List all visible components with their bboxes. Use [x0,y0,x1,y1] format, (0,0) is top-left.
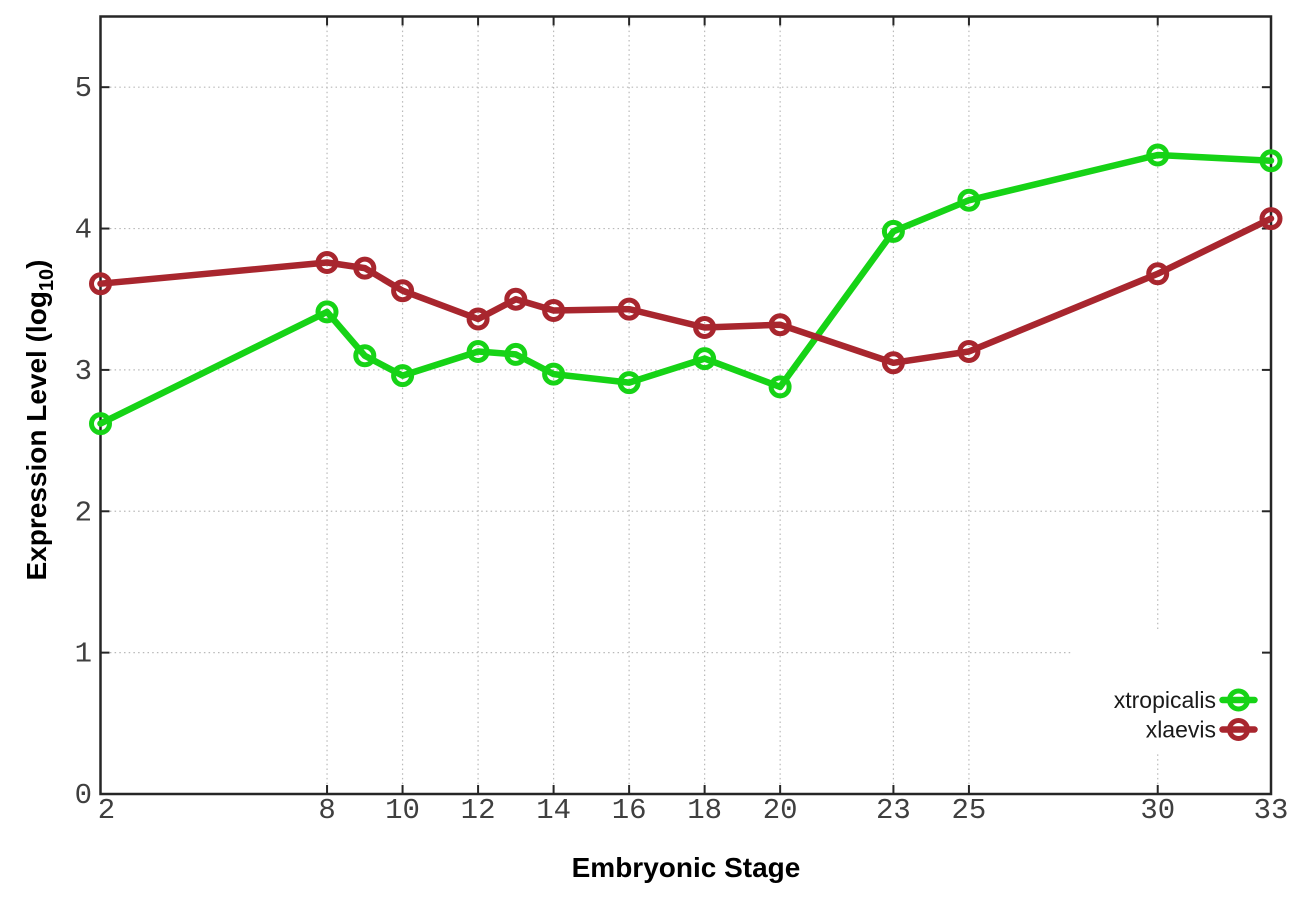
xtropicalis-marker-stage-14 [542,362,566,386]
x-tick-label-2: 2 [98,794,115,827]
xlaevis-marker-stage-10 [391,279,415,303]
x-tick-label-25: 25 [952,794,987,827]
x-tick-label-10: 10 [385,794,420,827]
xtropicalis-marker-stage-16 [617,371,641,395]
xtropicalis-marker-stage-13 [504,342,528,366]
xlaevis-marker-stage-23 [881,351,905,375]
y-axis-title-text: Expression Level (log10) [21,260,58,581]
y-axis-title: Expression Level (log10) [21,260,58,581]
xlaevis-marker-stage-33 [1259,207,1283,231]
xtropicalis-marker-stage-23 [881,219,905,243]
xlaevis-marker-stage-8 [315,251,339,274]
x-tick-label-12: 12 [461,794,496,827]
y-tick-label-5: 5 [75,72,92,105]
x-tick-label-20: 20 [763,794,798,827]
xtropicalis-marker-stage-8 [315,300,339,324]
xlaevis-marker-stage-14 [542,299,566,322]
legend-marker-xlaevis-icon [1227,718,1250,741]
y-tick-label-2: 2 [75,496,92,529]
xlaevis-marker-stage-9 [353,256,377,280]
xlaevis-marker-stage-13 [504,287,528,311]
x-tick-label-16: 16 [612,794,647,827]
y-tick-label-1: 1 [75,638,92,671]
xlaevis-marker-stage-25 [957,340,981,363]
legend: xtropicalis xlaevis [1114,687,1258,743]
xtropicalis-marker-stage-10 [391,364,415,388]
legend-label-xtropicalis: xtropicalis [1114,687,1216,713]
xtropicalis-marker-stage-12 [466,340,490,363]
xtropicalis-marker-stage-33 [1259,149,1283,173]
xtropicalis-marker-stage-20 [768,375,792,399]
xtropicalis-marker-stage-30 [1146,143,1170,167]
xtropicalis-marker-stage-9 [353,344,377,368]
plot-frame [99,15,1273,796]
xlaevis-marker-stage-18 [693,316,717,339]
xtropicalis-marker-stage-2 [89,412,112,436]
xtropicalis-marker-stage-18 [693,347,717,371]
xlaevis-marker-stage-16 [617,297,641,321]
series-line-xtropicalis [97,151,1275,427]
axis-ticks [100,16,1271,794]
xlaevis-marker-stage-30 [1146,262,1170,286]
xlaevis-marker-stage-12 [466,307,490,331]
xtropicalis-marker-stage-25 [957,188,981,212]
y-tick-label-0: 0 [75,779,92,812]
x-tick-label-14: 14 [536,794,571,827]
x-tick-label-23: 23 [876,794,911,827]
xlaevis-marker-stage-2 [89,272,112,296]
x-tick-label-18: 18 [687,794,722,827]
xlaevis-marker-stage-20 [768,313,792,337]
legend-marker-xtropicalis-icon [1227,688,1250,712]
x-tick-label-8: 8 [318,794,335,827]
data-series [89,143,1283,436]
x-tick-label-30: 30 [1140,794,1175,827]
y-tick-label-4: 4 [75,214,92,247]
legend-label-xlaevis: xlaevis [1146,717,1216,743]
series-line-xlaevis [97,215,1275,367]
y-tick-label-3: 3 [75,355,92,388]
plot-border [99,15,1273,796]
x-tick-label-33: 33 [1254,794,1289,827]
x-axis-title: Embryonic Stage [572,852,801,883]
